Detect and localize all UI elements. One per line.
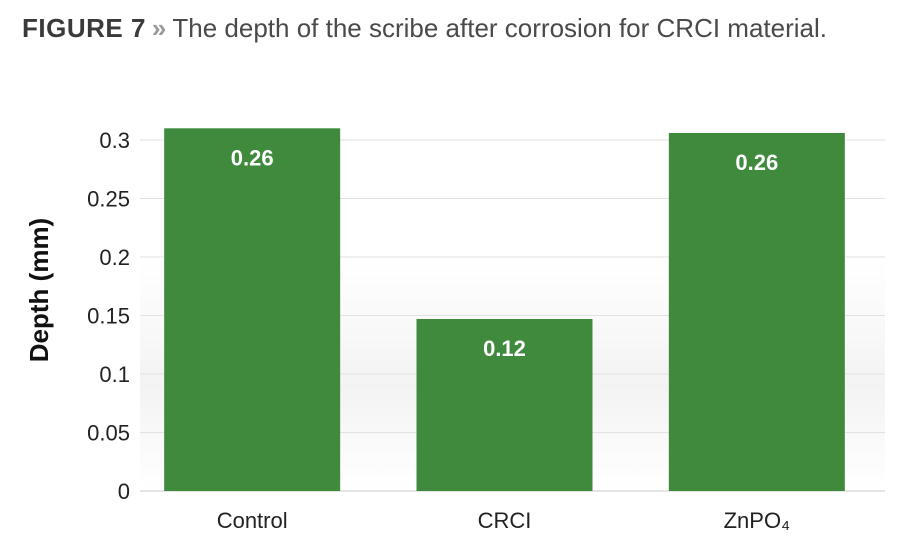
bar (416, 319, 593, 491)
y-tick-label: 0.25 (87, 187, 130, 212)
bar-data-label: 0.26 (735, 150, 778, 175)
y-tick-label: 0 (118, 479, 130, 504)
figure-caption: FIGURE 7» The depth of the scribe after c… (22, 10, 827, 46)
y-axis-label: Depth (mm) (24, 218, 54, 362)
y-tick-label: 0.15 (87, 304, 130, 329)
bar-data-label: 0.26 (231, 145, 274, 170)
bar (668, 132, 845, 492)
bar-data-label: 0.12 (483, 336, 526, 361)
y-tick-label: 0.1 (99, 362, 130, 387)
x-category-label: Control (217, 508, 288, 533)
caption-separator: » (151, 13, 167, 43)
y-tick-label: 0.3 (99, 128, 130, 153)
y-tick-label: 0.2 (99, 245, 130, 270)
figure-title: The depth of the scribe after corrosion … (172, 13, 827, 43)
figure-number: FIGURE 7 (22, 13, 146, 43)
x-category-label: ZnPO₄ (724, 508, 790, 533)
x-category-label: CRCI (478, 508, 532, 533)
y-tick-label: 0.05 (87, 421, 130, 446)
bar (164, 128, 341, 492)
